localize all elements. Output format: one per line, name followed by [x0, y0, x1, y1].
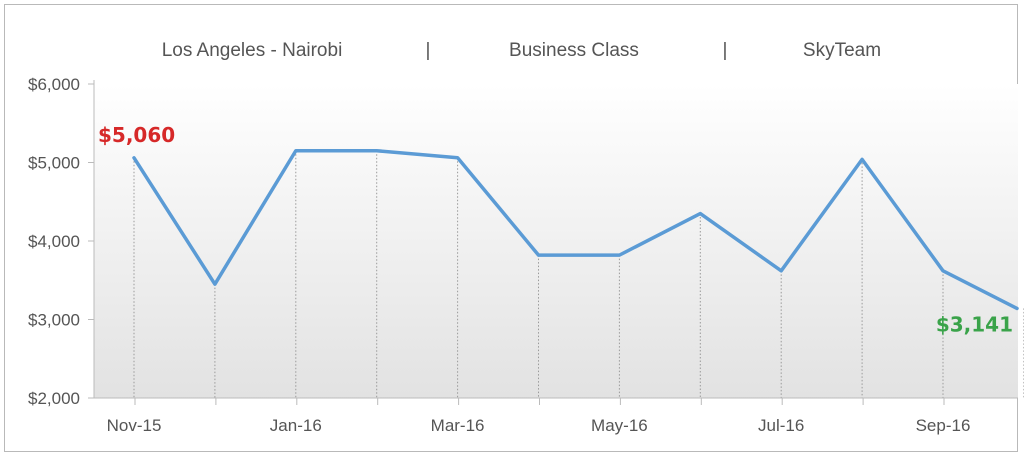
header-alliance: SkyTeam	[803, 40, 881, 61]
y-tick-label: $6,000	[28, 75, 80, 94]
x-tick-label: Nov-15	[107, 416, 162, 435]
y-tick-label: $4,000	[28, 232, 80, 251]
x-tick-label: Sep-16	[916, 416, 971, 435]
x-tick-label: Jan-16	[270, 416, 322, 435]
x-tick-label: Jul-16	[758, 416, 804, 435]
header-route: Los Angeles - Nairobi	[162, 40, 343, 61]
plot-background	[94, 84, 1018, 398]
max-price-label: $5,060	[98, 123, 175, 147]
y-tick-label: $5,000	[28, 154, 80, 173]
x-tick-label: May-16	[591, 416, 648, 435]
min-price-label: $3,141	[936, 312, 1013, 336]
header-separator-1: |	[426, 40, 431, 61]
price-line	[132, 148, 1019, 311]
header-separator-2: |	[723, 40, 728, 61]
header-cabin: Business Class	[509, 40, 639, 61]
y-tick-label: $3,000	[28, 311, 80, 330]
x-tick-label: Mar-16	[431, 416, 485, 435]
y-tick-label: $2,000	[28, 389, 80, 408]
